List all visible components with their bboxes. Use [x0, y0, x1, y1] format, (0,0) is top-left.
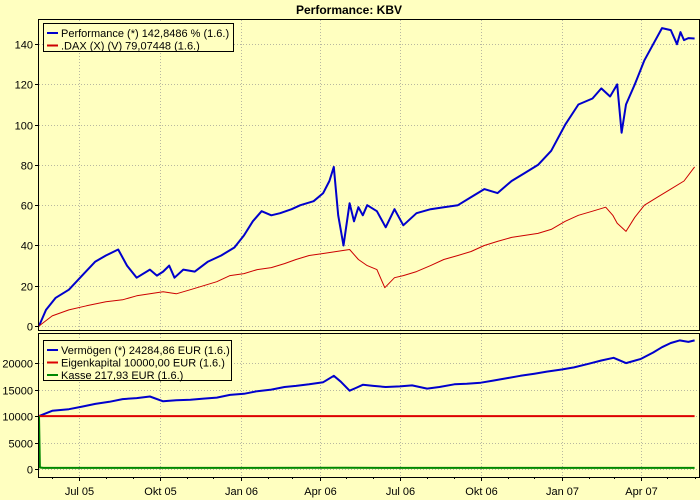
performance-y-axis: 0 20 40 60 80 100 120 140	[15, 40, 39, 334]
x-tick-label: Okt 05	[144, 486, 176, 498]
legend-box	[43, 340, 232, 381]
date-x-axis: Jul 05 Okt 05 Jan 06 Apr 06 Jul 06 Okt 06 Jan …	[52, 477, 696, 498]
x-tick-label: Jul 05	[65, 486, 94, 498]
assets-y-axis: 0 5000 10000 15000 20000	[2, 359, 39, 477]
series-line	[38, 339, 695, 418]
legend-box	[43, 23, 234, 52]
chart-title: Performance: KBV	[296, 3, 402, 17]
y-tick-label: 0	[27, 322, 33, 334]
performance-panel: 0 20 40 60 80 100 120 140 Performance (*) 142,8…	[15, 19, 700, 334]
y-tick-label: 80	[21, 161, 33, 173]
series-line	[38, 27, 695, 327]
y-tick-label: 20000	[2, 359, 33, 371]
x-tick-label: Okt 06	[465, 486, 497, 498]
performance-gridlines	[39, 20, 699, 330]
y-tick-label: 20	[21, 282, 33, 294]
legend-entry: Vermögen (*) 24284,86 EUR (1.6.)	[61, 345, 230, 357]
series-line	[38, 416, 695, 469]
x-tick-label: Jan 07	[546, 486, 579, 498]
x-tick-label: Jan 06	[225, 486, 258, 498]
performance-series	[38, 27, 695, 327]
y-tick-label: 140	[15, 40, 33, 52]
x-tick-label: Jul 06	[386, 486, 415, 498]
x-tick-label: Apr 06	[304, 486, 336, 498]
series-line	[38, 166, 695, 327]
legend-entry: Eigenkapital 10000,00 EUR (1.6.)	[61, 358, 225, 370]
legend-entry: .DAX (X) (V) 79,07448 (1.6.)	[61, 41, 200, 53]
y-tick-label: 10000	[2, 412, 33, 424]
assets-panel: 0 5000 10000 15000 20000 Jul 05 Okt 05 Jan 06 A…	[2, 333, 700, 498]
y-tick-label: 40	[21, 241, 33, 253]
y-tick-label: 100	[15, 121, 33, 133]
performance-plot-frame	[38, 19, 700, 331]
legend-entry: Performance (*) 142,8486 % (1.6.)	[61, 28, 229, 40]
y-tick-label: 0	[27, 465, 33, 477]
y-tick-label: 60	[21, 201, 33, 213]
x-tick-label: Apr 07	[625, 486, 657, 498]
legend-entry: Kasse 217,93 EUR (1.6.)	[61, 370, 183, 382]
y-tick-label: 120	[15, 80, 33, 92]
assets-legend: Vermögen (*) 24284,86 EUR (1.6.)Eigenkap…	[43, 340, 232, 382]
performance-legend: Performance (*) 142,8486 % (1.6.).DAX (X…	[43, 23, 234, 53]
assets-series	[38, 339, 695, 469]
y-tick-label: 15000	[2, 386, 33, 398]
y-tick-label: 5000	[9, 439, 33, 451]
